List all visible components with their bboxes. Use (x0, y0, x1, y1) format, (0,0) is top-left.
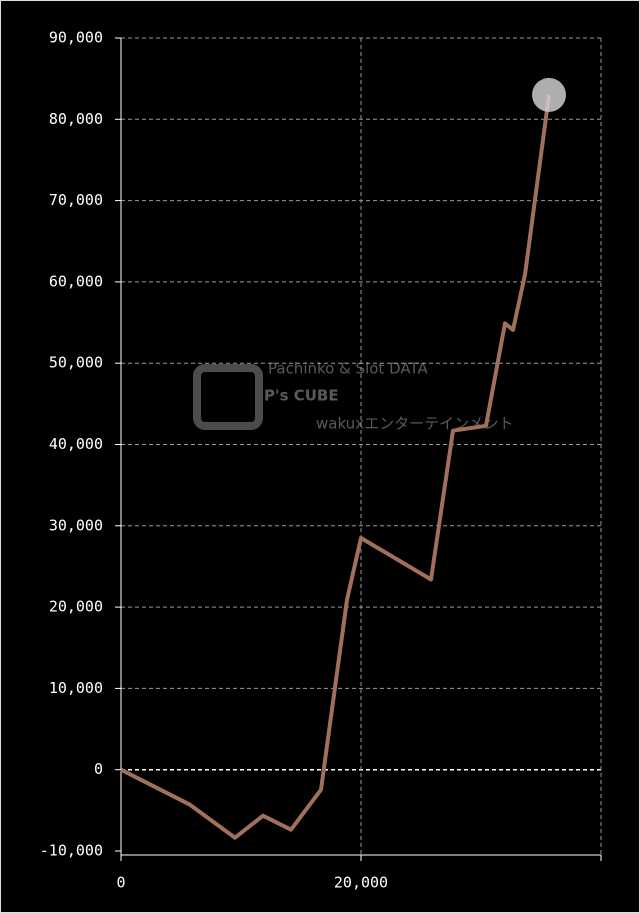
y-tick-label: 80,000 (49, 110, 103, 128)
x-tick-label: 0 (116, 874, 125, 892)
x-tick-label: 20,000 (334, 874, 388, 892)
line (120, 94, 551, 840)
y-tick-label: 10,000 (49, 679, 103, 697)
y-tick-label: 60,000 (49, 272, 103, 290)
end-marker (532, 77, 567, 112)
y-tick-label: 90,000 (49, 29, 103, 47)
watermark-brand: P's CUBE (264, 387, 339, 405)
y-tick-label: 20,000 (49, 598, 103, 616)
watermark: Pachinko & Slot DATA P's CUBE wakuxエンターテ… (193, 360, 514, 433)
y-tick-label: 40,000 (49, 435, 103, 453)
y-tick-label: 0 (94, 760, 103, 778)
watermark-sub: wakuxエンターテインメント (316, 415, 514, 433)
y-tick-label: 50,000 (49, 354, 103, 372)
y-tick-label: 30,000 (49, 516, 103, 534)
watermark-top: Pachinko & Slot DATA (268, 360, 428, 378)
watermark-logo (193, 364, 263, 430)
y-tick-label: 70,000 (49, 191, 103, 209)
y-tick-label: -10,000 (40, 842, 103, 860)
